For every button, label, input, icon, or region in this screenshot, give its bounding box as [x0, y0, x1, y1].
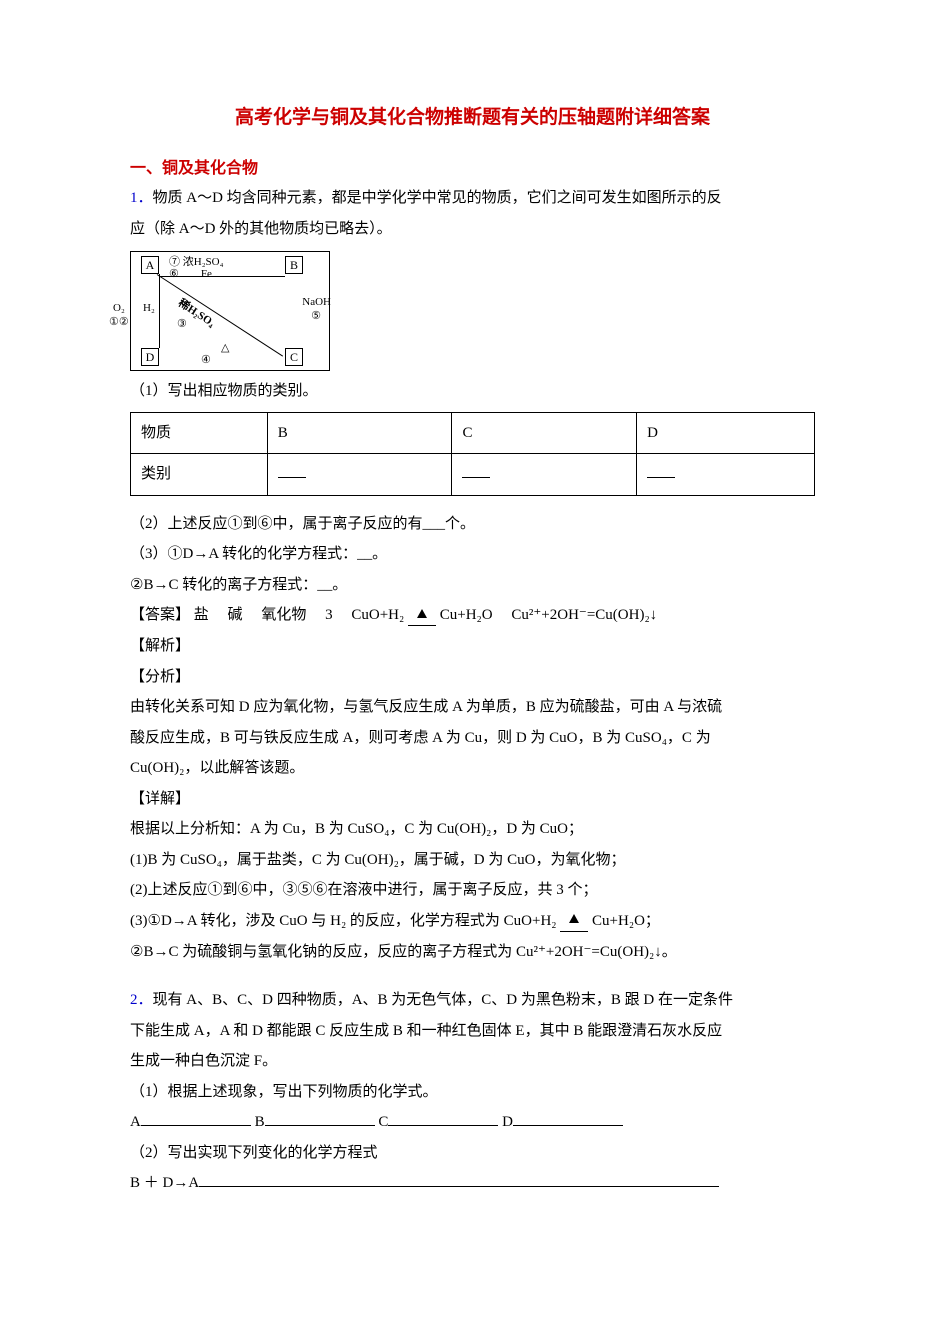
q1-answer-line: 【答案】 盐 碱 氧化物 3 CuO+H₂ Cu+H₂O Cu²⁺+2OH⁻=C… [130, 601, 815, 630]
q1-line1: 1．物质 A～D 均含同种元素，都是中学化学中常见的物质，它们之间可发生如图所示… [130, 184, 815, 213]
ans-1: 盐 [194, 607, 209, 623]
section-heading: 一、铜及其化合物 [130, 154, 815, 184]
q2-p2: 下能生成 A，A 和 D 都能跟 C 反应生成 B 和一种红色固体 E，其中 B… [130, 1017, 815, 1046]
spacer [130, 968, 815, 986]
detail-p1: 根据以上分析知：A 为 Cu，B 为 CuSO₄，C 为 Cu(OH)₂，D 为… [130, 815, 815, 844]
heat-icon [408, 602, 436, 631]
blank[interactable] [647, 462, 675, 478]
edge-left-h2: H₂ [143, 298, 155, 319]
q2-blanks-line: A B C D [130, 1108, 815, 1137]
analysis-p3: Cu(OH)₂，以此解答该题。 [130, 754, 815, 783]
ans-2: 碱 [228, 607, 243, 623]
label-b: B [255, 1114, 265, 1130]
q2-p1: 现有 A、B、C、D 四种物质，A、B 为无色气体，C、D 为黑色粉末，B 跟 … [153, 992, 733, 1008]
cell [637, 454, 815, 496]
q1-table: 物质 B C D 类别 [130, 412, 815, 496]
table-row: 类别 [131, 454, 815, 496]
edge-bot-num: ④ [201, 350, 211, 371]
q1-text1: 物质 A～D 均含同种元素，都是中学化学中常见的物质，它们之间可发生如图所示的反 [153, 190, 722, 206]
cell: 物质 [131, 412, 268, 454]
table-row: 物质 B C D [131, 412, 815, 454]
edge-diag-line [157, 275, 283, 358]
cell [452, 454, 637, 496]
q1-sub3a: （3）①D→A 转化的化学方程式：__。 [130, 540, 815, 569]
q1-sub1-label: （1）写出相应物质的类别。 [130, 377, 815, 406]
edge-left-nums: ①② [109, 312, 129, 333]
node-b: B [285, 256, 303, 274]
cell [267, 454, 452, 496]
q2-line1: 2．现有 A、B、C、D 四种物质，A、B 为无色气体，C、D 为黑色粉末，B … [130, 986, 815, 1015]
q2-number: 2． [130, 992, 153, 1008]
label-d: D [502, 1114, 513, 1130]
cell: 类别 [131, 454, 268, 496]
edge-line [159, 276, 285, 277]
detail-p3: (2)上述反应①到⑥中，③⑤⑥在溶液中进行，属于离子反应，共 3 个； [130, 876, 815, 905]
detail-p2: (1)B 为 CuSO₄，属于盐类，C 为 Cu(OH)₂，属于碱，D 为 Cu… [130, 846, 815, 875]
q2-p3: 生成一种白色沉淀 F。 [130, 1047, 815, 1076]
blank-eq[interactable] [199, 1171, 719, 1187]
ans-3: 氧化物 [261, 607, 306, 623]
answer-label: 【答案】 [130, 607, 190, 623]
node-a: A [141, 256, 159, 274]
cell: C [452, 412, 637, 454]
cell: D [637, 412, 815, 454]
q1-sub2: （2）上述反应①到⑥中，属于离子反应的有___个。 [130, 510, 815, 539]
detail-p5: ②B→C 为硫酸铜与氢氧化钠的反应，反应的离子方程式为 Cu²⁺+2OH⁻=Cu… [130, 938, 815, 967]
edge-diag-num: ③ [177, 314, 187, 335]
analysis-label: 【分析】 [130, 663, 815, 692]
ans-5b: Cu+H₂O [440, 607, 493, 623]
blank-d[interactable] [513, 1110, 623, 1126]
blank-a[interactable] [141, 1110, 251, 1126]
node-c: C [285, 348, 303, 366]
edge-bot-tri: △ [221, 338, 229, 359]
q1-sub3b: ②B→C 转化的离子方程式：__。 [130, 571, 815, 600]
q2-s3-line: B ＋ D→A [130, 1169, 815, 1198]
edge-left-line [159, 274, 160, 348]
label-a: A [130, 1114, 141, 1130]
analysis-p1: 由转化关系可知 D 应为氧化物，与氢气反应生成 A 为单质，B 应为硫酸盐，可由… [130, 693, 815, 722]
diagram-box: A B C D ⑦ 浓H₂SO₄ ⑥ Fe O₂ H₂ ①② 稀H₂SO₄ ③ … [130, 251, 330, 371]
reaction-diagram: A B C D ⑦ 浓H₂SO₄ ⑥ Fe O₂ H₂ ①② 稀H₂SO₄ ③ … [130, 251, 815, 371]
node-d: D [141, 348, 159, 366]
edge-top-2: ⑥ Fe [169, 264, 212, 285]
q1-number: 1． [130, 190, 153, 206]
doc-title: 高考化学与铜及其化合物推断题有关的压轴题附详细答案 [130, 100, 815, 136]
blank[interactable] [462, 462, 490, 478]
edge-right-num: ⑤ [311, 306, 321, 327]
page: 高考化学与铜及其化合物推断题有关的压轴题附详细答案 一、铜及其化合物 1．物质 … [0, 0, 945, 1337]
detail-p4: (3)①D→A 转化，涉及 CuO 与 H₂ 的反应，化学方程式为 CuO+H₂… [130, 907, 815, 936]
q1-line2: 应（除 A～D 外的其他物质均已略去）。 [130, 215, 815, 244]
explain-label: 【解析】 [130, 632, 815, 661]
ans-4: 3 [325, 607, 333, 623]
analysis-p2: 酸反应生成，B 可与铁反应生成 A，则可考虑 A 为 Cu，则 D 为 CuO，… [130, 724, 815, 753]
blank-c[interactable] [388, 1110, 498, 1126]
detail-label: 【详解】 [130, 785, 815, 814]
q2-s2: （2）写出实现下列变化的化学方程式 [130, 1139, 815, 1168]
q2-s3: B ＋ D→A [130, 1175, 199, 1191]
detail-p4a: (3)①D→A 转化，涉及 CuO 与 H₂ 的反应，化学方程式为 CuO+H₂ [130, 913, 557, 929]
blank-b[interactable] [265, 1110, 375, 1126]
blank[interactable] [278, 462, 306, 478]
cell: B [267, 412, 452, 454]
detail-p4b: Cu+H₂O； [592, 913, 660, 929]
q2-s1: （1）根据上述现象，写出下列物质的化学式。 [130, 1078, 815, 1107]
label-c: C [378, 1114, 388, 1130]
heat-icon [560, 907, 588, 936]
ans-5a: CuO+H₂ [351, 607, 404, 623]
ans-6: Cu²⁺+2OH⁻=Cu(OH)₂↓ [511, 607, 657, 623]
